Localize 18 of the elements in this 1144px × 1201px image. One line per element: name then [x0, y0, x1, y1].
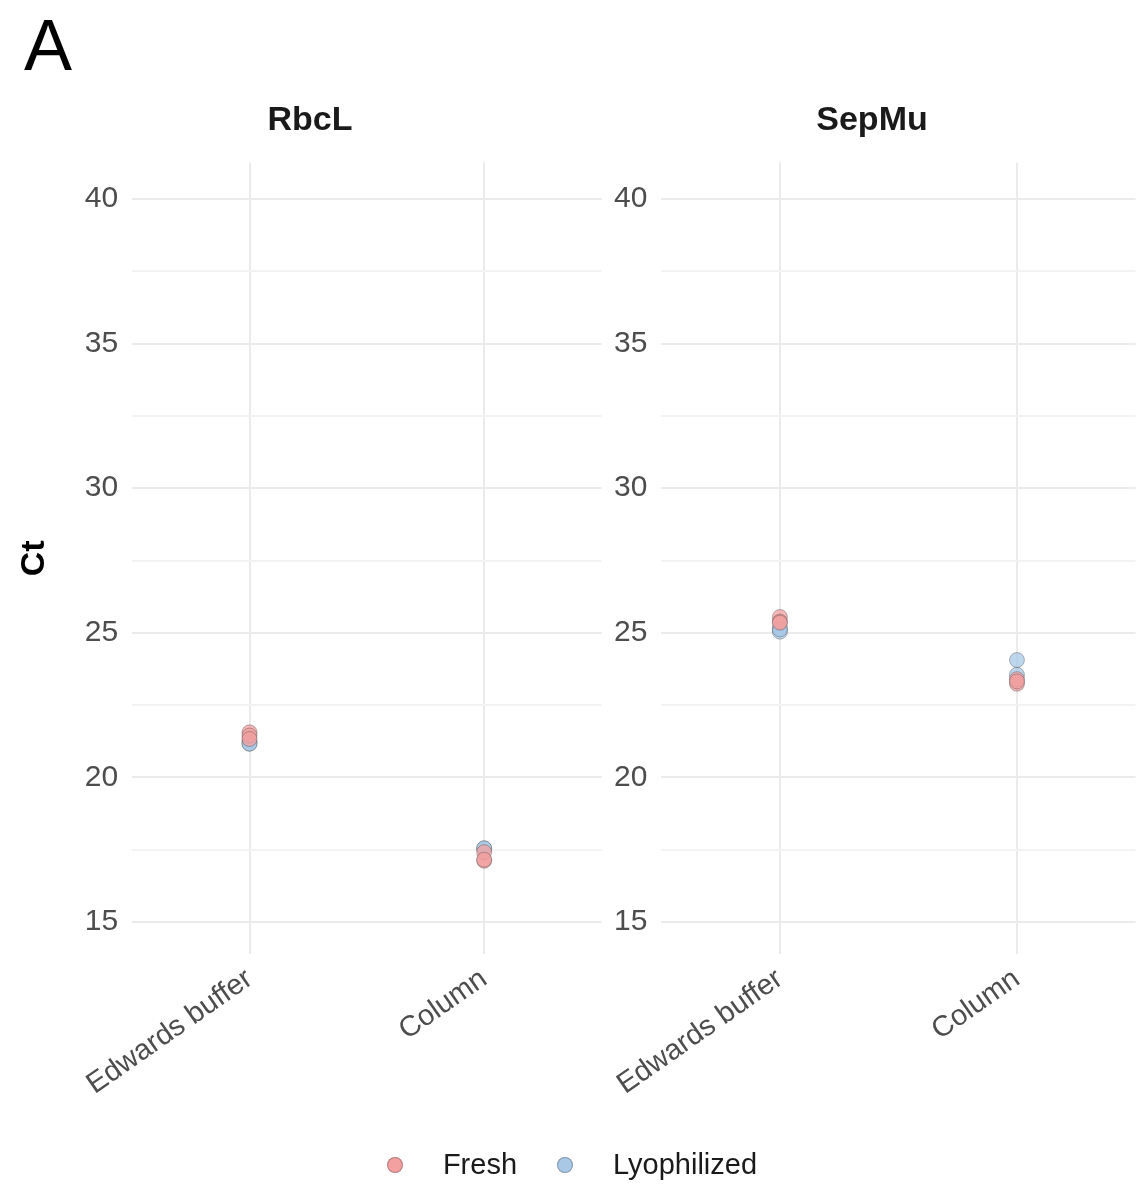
- y-axis-title: Ct: [12, 540, 51, 577]
- y-tick-label: 25: [84, 614, 119, 648]
- chart-title: SepMu: [816, 98, 928, 137]
- y-tick-label: 35: [84, 324, 119, 358]
- legend-label: Lyophilized: [613, 1148, 758, 1181]
- y-tick-label: 15: [84, 903, 119, 937]
- chart-title: RbcL: [267, 98, 353, 137]
- y-tick-label: 15: [613, 903, 648, 937]
- y-tick-label: 35: [613, 324, 648, 358]
- y-tick-label: 30: [613, 469, 648, 503]
- y-tick-label: 25: [613, 614, 648, 648]
- text: A: [24, 4, 73, 85]
- y-tick-label: 30: [84, 469, 119, 503]
- legend-label: Fresh: [442, 1148, 518, 1181]
- y-tick-label: 40: [84, 180, 119, 214]
- y-tick-label: 20: [84, 758, 119, 792]
- y-tick-label: 40: [613, 180, 648, 214]
- y-tick-label: 20: [613, 758, 648, 792]
